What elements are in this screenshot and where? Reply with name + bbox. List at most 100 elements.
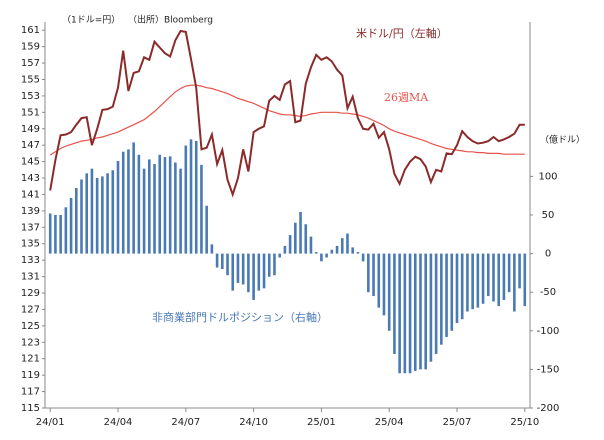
y-tick-label: 139 xyxy=(21,206,40,217)
y-tick-label: 161 xyxy=(21,25,40,36)
bar xyxy=(69,198,73,254)
bar xyxy=(221,253,224,270)
bar xyxy=(95,177,99,254)
line xyxy=(49,84,525,156)
bar xyxy=(314,252,318,254)
bar xyxy=(48,213,52,254)
bar xyxy=(184,145,188,254)
y-tick-label: 145 xyxy=(21,157,40,168)
y-tick-label: 143 xyxy=(21,173,40,184)
bar xyxy=(80,179,83,254)
bar xyxy=(64,207,68,254)
bar xyxy=(215,253,219,268)
bar xyxy=(205,205,208,254)
bar xyxy=(398,253,401,374)
bar xyxy=(330,249,334,254)
y-tick-label: 119 xyxy=(21,370,40,381)
y-tick-label: 153 xyxy=(21,91,40,102)
y-tick-label: 127 xyxy=(21,304,40,315)
bar xyxy=(179,168,182,254)
y-tick-label: 157 xyxy=(21,58,40,69)
bar xyxy=(127,149,130,254)
bar xyxy=(466,253,469,312)
line xyxy=(49,29,525,198)
bar xyxy=(90,168,94,254)
bar xyxy=(106,173,109,254)
y2-tick-label: -50 xyxy=(540,287,556,298)
bar xyxy=(163,157,167,254)
bar xyxy=(210,244,214,254)
bar xyxy=(132,142,135,254)
y-tick-label: 115 xyxy=(21,403,40,414)
bar xyxy=(408,253,412,374)
y-tick-label: 141 xyxy=(21,189,40,200)
bar xyxy=(377,253,381,308)
y-tick-label: 121 xyxy=(21,354,40,365)
bar xyxy=(367,253,370,293)
bar xyxy=(346,233,349,254)
bar xyxy=(518,253,521,289)
bar xyxy=(236,253,240,283)
bar xyxy=(351,247,354,254)
x-tick-label: 25/10 xyxy=(510,417,539,428)
bar xyxy=(294,222,297,254)
bar xyxy=(278,253,281,258)
bar xyxy=(476,253,480,308)
y2-tick-label: 100 xyxy=(538,171,557,182)
bar xyxy=(54,215,57,254)
series-label: 非商業部門ドルポジション（右軸） xyxy=(152,310,328,324)
bar xyxy=(241,253,245,285)
bar xyxy=(424,253,427,370)
x-tick-label: 25/04 xyxy=(375,417,404,428)
series-label: 米ドル/円（左軸） xyxy=(356,26,448,40)
x-tick-label: 24/07 xyxy=(171,417,200,428)
bar xyxy=(523,253,527,307)
bar xyxy=(153,164,156,254)
bar xyxy=(471,253,474,310)
y2-tick-label: -200 xyxy=(537,403,560,414)
bar xyxy=(111,170,115,254)
bar xyxy=(320,253,323,262)
y-tick-label: 147 xyxy=(21,140,40,151)
bar xyxy=(158,154,162,254)
bar xyxy=(507,253,511,293)
series-label: 26週MA xyxy=(384,91,429,104)
bar xyxy=(262,253,266,289)
bar xyxy=(101,176,104,254)
bar xyxy=(116,160,120,254)
bar xyxy=(382,253,386,316)
bar xyxy=(247,253,250,293)
bar xyxy=(356,252,360,254)
bar xyxy=(335,245,339,254)
bar xyxy=(460,253,464,320)
bar xyxy=(168,156,172,254)
y-tick-label: 125 xyxy=(21,321,40,332)
y-tick-label: 117 xyxy=(21,387,40,398)
bar xyxy=(299,211,302,254)
bar xyxy=(434,253,438,354)
bar xyxy=(194,140,198,254)
y-tick-label: 149 xyxy=(21,124,40,135)
x-tick-label: 24/01 xyxy=(36,417,65,428)
bar xyxy=(121,151,125,254)
bar xyxy=(492,253,495,302)
source-label: （出所）Bloomberg xyxy=(128,14,213,26)
bar xyxy=(59,215,62,254)
y-tick-label: 159 xyxy=(21,42,40,53)
bar xyxy=(403,253,407,374)
x-tick-label: 25/01 xyxy=(307,417,336,428)
bar xyxy=(309,236,313,254)
y-tick-label: 135 xyxy=(21,239,40,250)
bar xyxy=(340,238,344,254)
bar xyxy=(200,164,203,254)
bar xyxy=(361,253,365,262)
y2-tick-label: -100 xyxy=(537,326,560,337)
bar xyxy=(189,139,193,254)
bar xyxy=(502,253,506,300)
bar xyxy=(252,253,255,300)
y2-tick-label: 50 xyxy=(542,210,555,221)
bar xyxy=(429,253,433,362)
bar xyxy=(174,162,177,254)
bar xyxy=(257,253,261,291)
